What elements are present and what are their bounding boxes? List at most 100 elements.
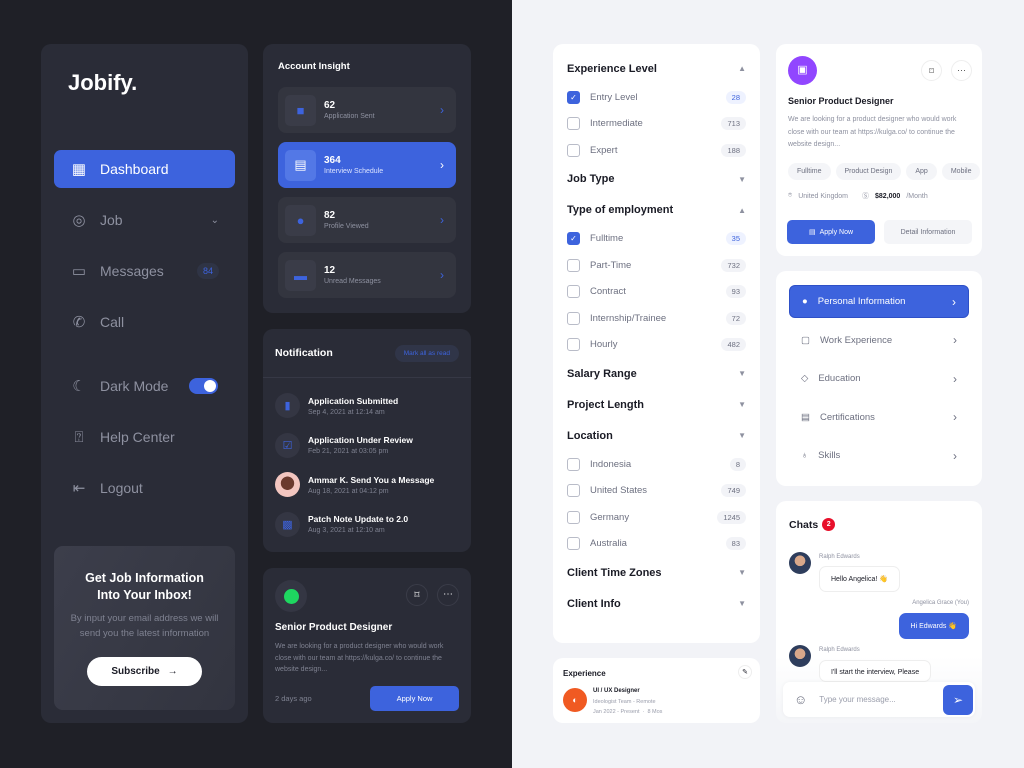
apply-now-button[interactable]: ▤ Apply Now — [787, 220, 875, 244]
filter-group-header[interactable]: Location ▼ — [567, 429, 746, 442]
notification-item[interactable]: ▮ Application Submitted Sep 4, 2021 at 12:… — [275, 386, 459, 426]
detail-information-button[interactable]: Detail Information — [884, 220, 972, 244]
notification-item[interactable]: ▩ Patch Note Update to 2.0 Aug 3, 2021 at … — [275, 505, 459, 545]
profile-menu-item[interactable]: ▢ Work Experience › — [801, 333, 957, 347]
insight-application-sent[interactable]: ■ 62 Application Sent › — [278, 87, 456, 133]
filter-group-header[interactable]: Experience Level ▲ — [567, 62, 746, 75]
checkbox[interactable] — [567, 338, 580, 352]
more-icon: ⋯ — [443, 589, 453, 600]
dollar-icon: Ⓢ — [862, 193, 870, 200]
chats-badge: 2 — [822, 518, 836, 531]
sidebar-item-call[interactable]: ✆ Call — [54, 303, 235, 341]
arrow-right-icon: → — [167, 666, 178, 677]
bookmark-icon: ⌑ — [414, 590, 420, 601]
filter-option[interactable]: Indonesia 8 — [553, 451, 760, 478]
sidebar-item-job[interactable]: ◎ Job ⌄ — [54, 201, 235, 239]
briefcase-icon: ▢ — [801, 334, 810, 346]
insight-interview-schedule[interactable]: ▤ 364 Interview Schedule › — [278, 142, 456, 188]
checkbox[interactable] — [567, 285, 580, 299]
edit-button[interactable]: ✎ — [738, 665, 752, 679]
notification-item[interactable]: Ammar K. Send You a Message Aug 18, 2021 … — [275, 465, 459, 505]
filter-group-header[interactable]: Project Length ▼ — [567, 398, 746, 411]
filter-group-header[interactable]: Client Info ▼ — [567, 597, 746, 610]
send-button[interactable]: ➢ — [943, 684, 973, 715]
pencil-icon: ✎ — [742, 669, 748, 676]
chevron-down-icon: ▼ — [738, 431, 746, 440]
messages-badge: 84 — [196, 263, 219, 279]
filter-option[interactable]: Intermediate 713 — [553, 111, 760, 138]
chevron-right-icon: › — [440, 158, 444, 172]
count-badge: 72 — [725, 311, 746, 325]
more-options-button[interactable]: ⋯ — [951, 60, 972, 81]
emoji-icon[interactable]: ☺ — [794, 692, 808, 707]
checkbox[interactable] — [567, 537, 580, 551]
user-icon: ● — [802, 296, 808, 307]
filter-option[interactable]: ✓ Fulltime 35 — [553, 226, 760, 253]
chevron-down-icon: ▼ — [738, 599, 746, 608]
dark-mode-toggle[interactable] — [189, 378, 218, 394]
filter-group-header[interactable]: Job Type ▼ — [567, 173, 746, 185]
job-card-dark: ⌑ ⋯ Senior Product Designer We are looki… — [263, 568, 471, 723]
filter-option[interactable]: Part-Time 732 — [553, 252, 760, 279]
graduation-cap-icon: ◇ — [801, 373, 809, 384]
message-icon: ▬ — [285, 259, 316, 291]
filter-option[interactable]: Contract 93 — [553, 279, 760, 306]
sidebar-item-dark-mode: ☾ Dark Mode — [54, 367, 235, 405]
count-badge: 28 — [725, 90, 746, 104]
notification-item[interactable]: ☑ Application Under Review Feb 21, 2021 at… — [275, 426, 459, 466]
insight-profile-viewed[interactable]: ● 82 Profile Viewed › — [278, 197, 456, 243]
message-input[interactable]: ☺ Type your message... ➢ — [783, 682, 975, 717]
filter-option[interactable]: Expert 188 — [553, 137, 760, 164]
checkbox[interactable] — [567, 258, 580, 272]
chevron-right-icon: › — [952, 294, 956, 309]
filter-option[interactable]: Hourly 482 — [553, 332, 760, 359]
filter-option[interactable]: Germany 1245 — [553, 504, 760, 531]
count-badge: 188 — [721, 143, 746, 157]
more-options-button[interactable]: ⋯ — [437, 584, 459, 606]
avatar — [275, 472, 300, 498]
chevron-down-icon: ▼ — [738, 400, 746, 409]
profile-menu-item[interactable]: ◇ Education › — [801, 371, 957, 386]
filter-option[interactable]: Internship/Trainee 72 — [553, 305, 760, 332]
mark-all-read-button[interactable]: Mark all as read — [394, 344, 459, 362]
subscribe-button[interactable]: Subscribe → — [87, 657, 202, 686]
checkbox[interactable]: ✓ — [567, 90, 580, 104]
chat-message: I'll start the interview, Please — [819, 660, 932, 682]
sidebar-item-help-center[interactable]: ⍰ Help Center — [54, 418, 235, 456]
filter-option[interactable]: United States 749 — [553, 478, 760, 505]
count-badge: 482 — [721, 338, 746, 352]
sidebar-item-logout[interactable]: ⇤ Logout — [54, 469, 235, 507]
bookmark-icon: ⌑ — [929, 66, 934, 76]
profile-menu-item[interactable]: ● Personal Information › — [789, 285, 969, 318]
checkbox[interactable] — [567, 484, 580, 498]
briefcase-icon: ■ — [285, 94, 316, 126]
sidebar-item-messages[interactable]: ▭ Messages 84 — [54, 252, 235, 290]
experience-card: Experience ✎ ◐ UI / UX Designer Ideologi… — [553, 658, 760, 723]
checkbox[interactable] — [567, 457, 580, 471]
sidebar-item-dashboard[interactable]: ▦ Dashboard — [54, 150, 235, 188]
filter-option[interactable]: Australia 83 — [553, 531, 760, 558]
checkbox[interactable] — [567, 311, 580, 325]
apply-now-button[interactable]: Apply Now — [370, 686, 459, 711]
count-badge: 83 — [725, 537, 746, 551]
profile-menu-item[interactable]: ▤ Certifications › — [801, 410, 957, 424]
filter-option[interactable]: ✓ Entry Level 28 — [553, 84, 760, 111]
filter-group-header[interactable]: Client Time Zones ▼ — [567, 566, 746, 579]
filter-group-header[interactable]: Type of employment ▲ — [567, 204, 746, 216]
filter-group-header[interactable]: Salary Range ▼ — [567, 367, 746, 380]
checkbox[interactable] — [567, 143, 580, 157]
checkbox[interactable]: ✓ — [567, 232, 580, 246]
insight-unread-messages[interactable]: ▬ 12 Unread Messages › — [278, 252, 456, 298]
count-badge: 713 — [721, 117, 746, 131]
profile-menu-item[interactable]: ♁ Skills › — [801, 448, 957, 463]
checkbox[interactable] — [567, 510, 580, 524]
bookmark-button[interactable]: ⌑ — [921, 60, 942, 81]
review-icon: ☑ — [275, 432, 300, 458]
help-icon: ⍰ — [74, 428, 84, 446]
count-badge: 1245 — [717, 510, 746, 524]
chats-panel: Chats 2 Ralph Edwards Hello Angelica! 👋 A… — [776, 501, 982, 723]
checkbox[interactable] — [567, 117, 580, 131]
chevron-right-icon: › — [953, 333, 957, 347]
bookmark-button[interactable]: ⌑ — [406, 584, 428, 606]
chevron-right-icon: › — [440, 103, 444, 117]
